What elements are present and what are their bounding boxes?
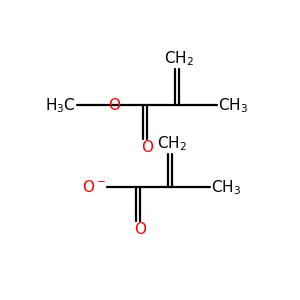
Text: H$_3$C: H$_3$C xyxy=(45,96,76,115)
Text: O: O xyxy=(134,222,146,237)
Text: O$^-$: O$^-$ xyxy=(82,179,106,195)
Text: CH$_3$: CH$_3$ xyxy=(218,96,248,115)
Text: O: O xyxy=(141,140,153,155)
Text: CH$_2$: CH$_2$ xyxy=(164,50,194,68)
Text: CH$_2$: CH$_2$ xyxy=(158,134,187,153)
Text: CH$_3$: CH$_3$ xyxy=(211,178,241,197)
Text: O: O xyxy=(108,98,120,113)
